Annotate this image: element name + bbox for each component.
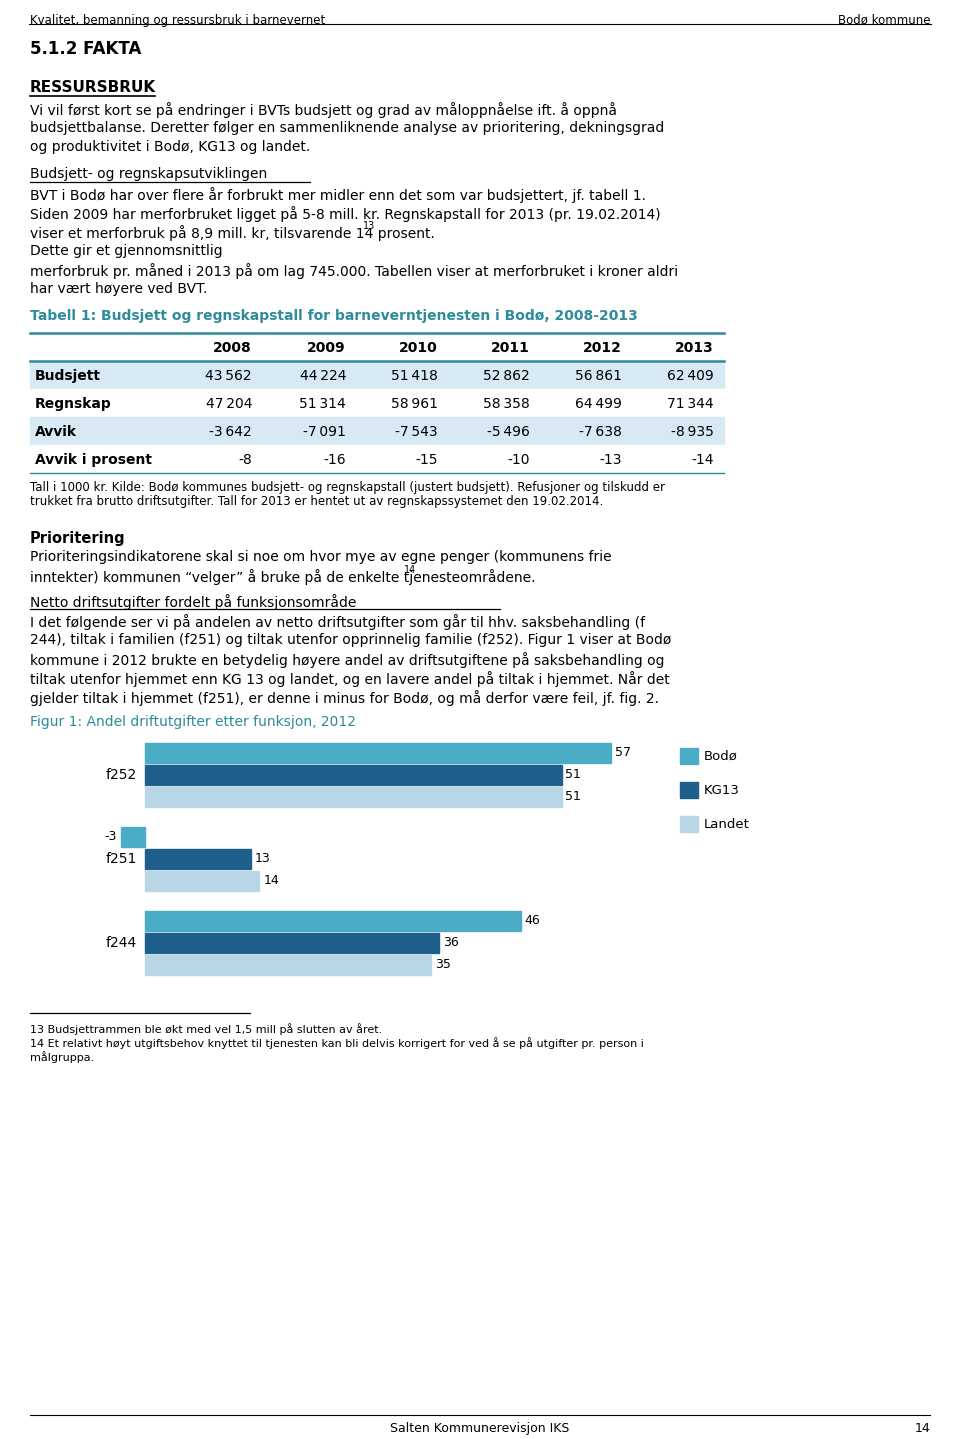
- Text: 51 314: 51 314: [300, 397, 346, 412]
- Text: 14: 14: [263, 875, 279, 888]
- Text: Avvik i prosent: Avvik i prosent: [35, 453, 152, 468]
- Text: Dette gir et gjennomsnittlig: Dette gir et gjennomsnittlig: [30, 245, 223, 258]
- Text: målgruppa.: målgruppa.: [30, 1050, 94, 1063]
- Text: 51: 51: [565, 768, 582, 781]
- Text: -3 642: -3 642: [209, 425, 252, 439]
- Bar: [145, 871, 259, 891]
- Text: Figur 1: Andel driftutgifter etter funksjon, 2012: Figur 1: Andel driftutgifter etter funks…: [30, 715, 356, 730]
- Text: -7 638: -7 638: [579, 425, 622, 439]
- Text: viser et merforbruk på 8,9 mill. kr, tilsvarende 14 prosent.: viser et merforbruk på 8,9 mill. kr, til…: [30, 224, 435, 240]
- Text: RESSURSBRUK: RESSURSBRUK: [30, 81, 156, 95]
- Text: Netto driftsutgifter fordelt på funksjonsområde: Netto driftsutgifter fordelt på funksjon…: [30, 594, 356, 610]
- Bar: [145, 932, 439, 953]
- Text: -13: -13: [599, 453, 622, 468]
- Text: -15: -15: [416, 453, 438, 468]
- Text: 14: 14: [404, 566, 417, 576]
- Text: 46: 46: [525, 915, 540, 928]
- Text: 2008: 2008: [213, 341, 252, 355]
- Text: Salten Kommunerevisjon IKS: Salten Kommunerevisjon IKS: [391, 1422, 569, 1435]
- Bar: [30, 361, 724, 389]
- Text: Landet: Landet: [704, 817, 750, 830]
- Text: f252: f252: [106, 768, 137, 781]
- Text: 36: 36: [443, 937, 459, 950]
- Text: merforbruk pr. måned i 2013 på om lag 745.000. Tabellen viser at merforbruket i : merforbruk pr. måned i 2013 på om lag 74…: [30, 263, 678, 279]
- Bar: [680, 748, 698, 764]
- Text: 51 418: 51 418: [391, 368, 438, 383]
- Text: 5.1.2 FAKTA: 5.1.2 FAKTA: [30, 40, 141, 58]
- Bar: [30, 389, 724, 417]
- Text: f244: f244: [106, 935, 137, 950]
- Text: 35: 35: [435, 958, 450, 971]
- Text: f251: f251: [106, 852, 137, 866]
- Bar: [145, 787, 562, 807]
- Text: Tabell 1: Budsjett og regnskapstall for barneverntjenesten i Bodø, 2008-2013: Tabell 1: Budsjett og regnskapstall for …: [30, 309, 637, 322]
- Text: 2009: 2009: [307, 341, 346, 355]
- Text: 43 562: 43 562: [205, 368, 252, 383]
- Text: har vært høyere ved BVT.: har vært høyere ved BVT.: [30, 282, 207, 296]
- Text: Budsjett- og regnskapsutviklingen: Budsjett- og regnskapsutviklingen: [30, 167, 267, 181]
- Text: -7 091: -7 091: [303, 425, 346, 439]
- Text: KG13: KG13: [704, 784, 740, 797]
- Text: Siden 2009 har merforbruket ligget på 5-8 mill. kr. Regnskapstall for 2013 (pr. : Siden 2009 har merforbruket ligget på 5-…: [30, 206, 660, 222]
- Text: 13: 13: [363, 222, 375, 232]
- Text: 64 499: 64 499: [575, 397, 622, 412]
- Text: tiltak utenfor hjemmet enn KG 13 og landet, og en lavere andel på tiltak i hjemm: tiltak utenfor hjemmet enn KG 13 og land…: [30, 671, 670, 686]
- Text: 56 861: 56 861: [575, 368, 622, 383]
- Text: 58 961: 58 961: [391, 397, 438, 412]
- Text: Budsjett: Budsjett: [35, 368, 101, 383]
- Bar: [30, 445, 724, 473]
- Text: og produktivitet i Bodø, KG13 og landet.: og produktivitet i Bodø, KG13 og landet.: [30, 140, 310, 154]
- Text: Kvalitet, bemanning og ressursbruk i barnevernet: Kvalitet, bemanning og ressursbruk i bar…: [30, 14, 325, 27]
- Text: Bodø kommune: Bodø kommune: [837, 14, 930, 27]
- Text: 13: 13: [255, 852, 271, 865]
- Text: gjelder tiltak i hjemmet (f251), er denne i minus for Bodø, og må derfor være fe: gjelder tiltak i hjemmet (f251), er denn…: [30, 689, 659, 707]
- Text: 51: 51: [565, 790, 582, 803]
- Text: budsjettbalanse. Deretter følger en sammenliknende analyse av prioritering, dekn: budsjettbalanse. Deretter følger en samm…: [30, 121, 664, 135]
- Text: 57: 57: [614, 747, 631, 760]
- Text: 2013: 2013: [675, 341, 714, 355]
- Bar: [680, 781, 698, 799]
- Text: -5 496: -5 496: [487, 425, 530, 439]
- Text: -16: -16: [324, 453, 346, 468]
- Text: 58 358: 58 358: [483, 397, 530, 412]
- Text: 2010: 2010: [399, 341, 438, 355]
- Bar: [680, 816, 698, 832]
- Text: Tall i 1000 kr. Kilde: Bodø kommunes budsjett- og regnskapstall (justert budsjet: Tall i 1000 kr. Kilde: Bodø kommunes bud…: [30, 481, 665, 494]
- Text: Regnskap: Regnskap: [35, 397, 111, 412]
- Text: trukket fra brutto driftsutgifter. Tall for 2013 er hentet ut av regnskapssystem: trukket fra brutto driftsutgifter. Tall …: [30, 495, 603, 508]
- Bar: [121, 827, 145, 848]
- Text: 14: 14: [914, 1422, 930, 1435]
- Text: 2012: 2012: [583, 341, 622, 355]
- Text: -10: -10: [508, 453, 530, 468]
- Bar: [30, 417, 724, 445]
- Bar: [145, 911, 520, 931]
- Text: -3: -3: [104, 830, 116, 843]
- Text: Prioriteringsindikatorene skal si noe om hvor mye av egne penger (kommunens frie: Prioriteringsindikatorene skal si noe om…: [30, 550, 612, 564]
- Text: I det følgende ser vi på andelen av netto driftsutgifter som går til hhv. saksbe: I det følgende ser vi på andelen av nett…: [30, 614, 645, 630]
- Text: 13 Budsjettrammen ble økt med vel 1,5 mill på slutten av året.: 13 Budsjettrammen ble økt med vel 1,5 mi…: [30, 1023, 382, 1035]
- Text: 47 204: 47 204: [205, 397, 252, 412]
- Text: 14 Et relativt høyt utgiftsbehov knyttet til tjenesten kan bli delvis korrigert : 14 Et relativt høyt utgiftsbehov knyttet…: [30, 1038, 644, 1049]
- Text: Vi vil først kort se på endringer i BVTs budsjett og grad av måloppnåelse ift. å: Vi vil først kort se på endringer i BVTs…: [30, 102, 617, 118]
- Text: 2011: 2011: [492, 341, 530, 355]
- Text: Prioritering: Prioritering: [30, 531, 126, 545]
- Text: -14: -14: [691, 453, 714, 468]
- Bar: [145, 743, 611, 763]
- Text: 71 344: 71 344: [667, 397, 714, 412]
- Text: 52 862: 52 862: [483, 368, 530, 383]
- Bar: [145, 955, 431, 976]
- Text: -8 935: -8 935: [671, 425, 714, 439]
- Text: -8: -8: [238, 453, 252, 468]
- Text: -7 543: -7 543: [396, 425, 438, 439]
- Bar: [145, 766, 562, 786]
- Text: kommune i 2012 brukte en betydelig høyere andel av driftsutgiftene på saksbehand: kommune i 2012 brukte en betydelig høyer…: [30, 652, 664, 668]
- Text: Avvik: Avvik: [35, 425, 77, 439]
- Text: Bodø: Bodø: [704, 750, 738, 763]
- Text: inntekter) kommunen “velger” å bruke på de enkelte tjenesteområdene.: inntekter) kommunen “velger” å bruke på …: [30, 568, 536, 584]
- Text: 62 409: 62 409: [667, 368, 714, 383]
- Text: 44 224: 44 224: [300, 368, 346, 383]
- Bar: [145, 849, 252, 869]
- Text: BVT i Bodø har over flere år forbrukt mer midler enn det som var budsjettert, jf: BVT i Bodø har over flere år forbrukt me…: [30, 187, 646, 203]
- Text: 244), tiltak i familien (f251) og tiltak utenfor opprinnelig familie (f252). Fig: 244), tiltak i familien (f251) og tiltak…: [30, 633, 671, 648]
